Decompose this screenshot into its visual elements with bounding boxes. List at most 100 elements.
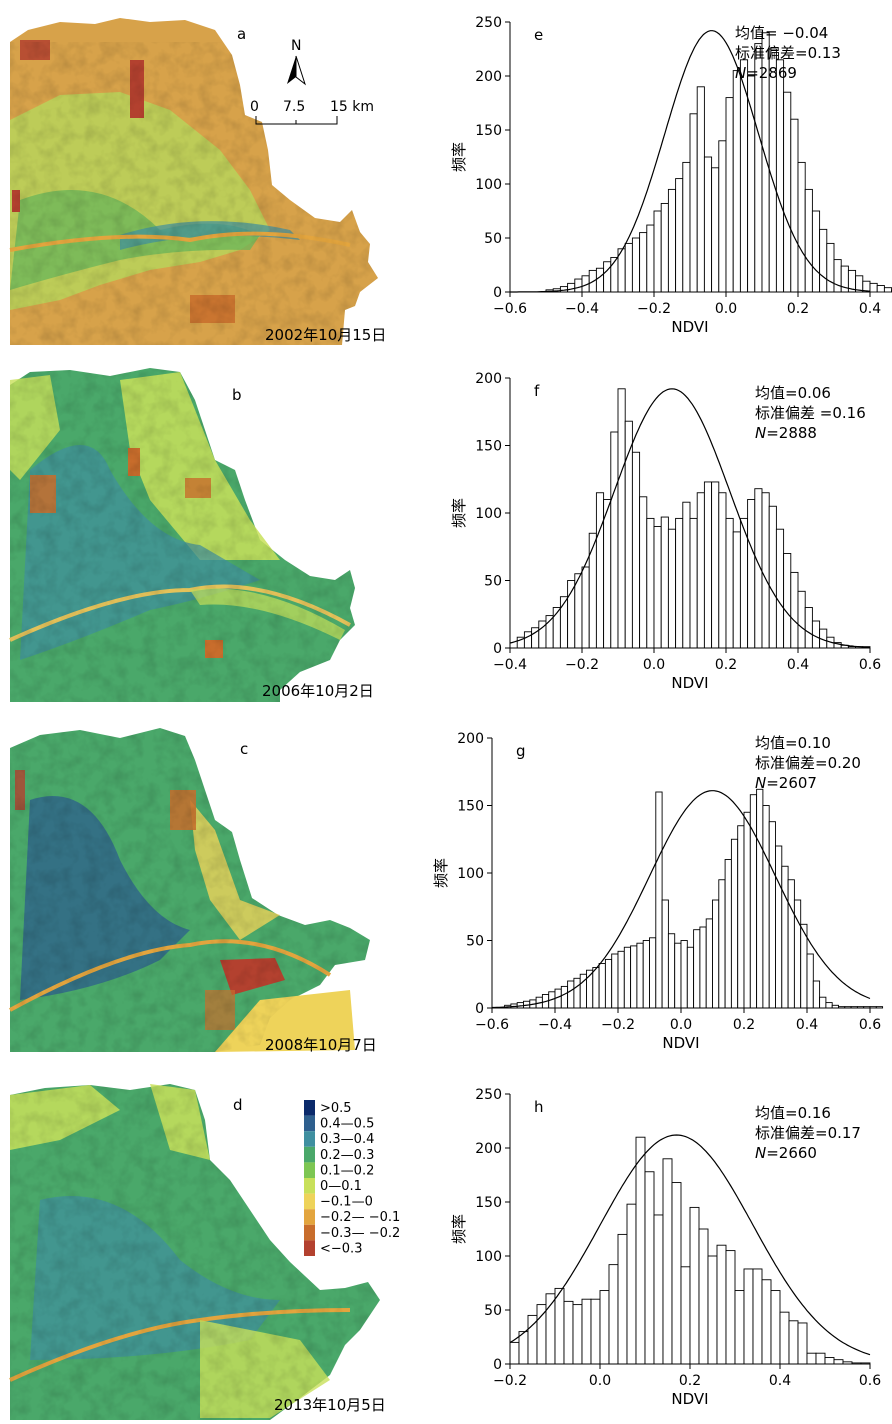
histogram-bar xyxy=(784,554,791,649)
y-tick-label: 0 xyxy=(493,1357,502,1373)
histogram-bar xyxy=(735,1291,744,1364)
histogram-bar xyxy=(510,1342,519,1364)
legend-swatch xyxy=(304,1116,315,1132)
histogram-bar xyxy=(661,517,668,648)
ndvi-map-2008: c 2008年10月7日 xyxy=(10,728,380,1054)
histogram-bar xyxy=(805,189,812,292)
histogram-bar xyxy=(717,1245,726,1364)
histogram-bar xyxy=(654,527,661,649)
histogram-bar xyxy=(699,1229,708,1364)
histogram-bar xyxy=(704,157,711,292)
histogram-bar xyxy=(690,1207,699,1364)
legend-label: 0.2—0.3 xyxy=(320,1148,374,1163)
histogram-bar xyxy=(884,288,891,292)
legend-swatch xyxy=(304,1162,315,1178)
scale-bar-tick: 0 xyxy=(250,99,259,115)
histogram-bar xyxy=(762,493,769,648)
x-tick-label: 0.0 xyxy=(589,1373,611,1389)
legend-swatch xyxy=(304,1194,315,1210)
legend-label: 0.3—0.4 xyxy=(320,1132,374,1147)
histogram-bar xyxy=(675,943,681,1008)
histogram-bar xyxy=(654,211,661,292)
histogram-bar xyxy=(798,1323,807,1364)
histogram-bar xyxy=(877,286,884,292)
histogram-bar xyxy=(573,1305,582,1364)
x-tick-label: 0.0 xyxy=(715,301,737,317)
stat-mean: 均值=0.06 xyxy=(755,384,831,402)
y-tick-label: 100 xyxy=(475,1249,502,1265)
x-tick-label: 0.2 xyxy=(679,1373,701,1389)
x-tick-label: −0.4 xyxy=(538,1017,572,1033)
histogram-bar xyxy=(726,98,733,292)
map-panel-letter: d xyxy=(233,1096,243,1114)
x-tick-label: 0.2 xyxy=(733,1017,755,1033)
histogram-bar xyxy=(798,162,805,292)
histogram-bar xyxy=(591,1299,600,1364)
histogram-bar xyxy=(676,179,683,292)
histogram-bar xyxy=(654,1215,663,1364)
y-tick-label: 200 xyxy=(475,1141,502,1157)
stat-n: N=2869 xyxy=(735,64,797,82)
histogram-bar xyxy=(690,518,697,648)
histogram-bar xyxy=(647,518,654,648)
stat-n-symbol: N xyxy=(755,774,766,792)
x-tick-label: 0.6 xyxy=(859,1373,881,1389)
stat-n: N=2888 xyxy=(755,424,817,442)
histogram-bar xyxy=(725,860,731,1009)
x-axis-label: NDVI xyxy=(671,318,708,336)
legend-label: −0.1—0 xyxy=(320,1195,373,1210)
map-panel-letter: a xyxy=(237,25,246,43)
y-tick-label: 150 xyxy=(457,799,484,815)
stat-n: N=2660 xyxy=(755,1144,817,1162)
x-tick-label: 0.4 xyxy=(796,1017,818,1033)
histogram-bar xyxy=(771,1291,780,1364)
histogram-bar xyxy=(708,1256,717,1364)
histogram-bar xyxy=(719,880,725,1008)
stat-mean: 均值= −0.04 xyxy=(735,24,828,42)
histogram-bar xyxy=(632,238,639,292)
y-tick-label: 200 xyxy=(475,371,502,387)
ndvi-map-2006: b 2006年10月2日 xyxy=(10,368,374,702)
legend-label: 0.4—0.5 xyxy=(320,1117,374,1132)
x-tick-label: 0.6 xyxy=(859,1017,881,1033)
histogram-bar xyxy=(690,114,697,292)
histogram-bar xyxy=(568,283,575,292)
north-arrow-label: N xyxy=(291,38,301,54)
histogram-bar xyxy=(605,959,611,1008)
histogram-bar xyxy=(791,119,798,292)
y-tick-label: 50 xyxy=(484,1303,502,1319)
histogram-bar xyxy=(798,591,805,648)
legend-label: −0.3— −0.2 xyxy=(320,1226,400,1241)
histogram-bar xyxy=(694,930,700,1008)
x-tick-label: −0.2 xyxy=(565,657,599,673)
histogram-bar xyxy=(596,268,603,292)
histogram-bar xyxy=(820,229,827,292)
histogram-bar xyxy=(870,283,877,292)
histogram-bar xyxy=(624,947,630,1008)
y-tick-label: 0 xyxy=(493,641,502,657)
map-panel-letter: b xyxy=(232,386,242,404)
histogram-bar xyxy=(564,1301,573,1364)
histogram-bar xyxy=(524,632,531,648)
legend-swatch xyxy=(304,1225,315,1241)
histogram-bar xyxy=(763,806,769,1009)
histogram-panel-letter: g xyxy=(516,742,526,760)
histogram-bar xyxy=(813,981,819,1008)
histogram-bar xyxy=(807,1353,816,1364)
histogram-bar xyxy=(593,968,599,1009)
histogram-bar xyxy=(769,822,775,1008)
ndvi-map-2002: a 2002年10月15日 xyxy=(10,18,386,345)
histogram-bar xyxy=(662,900,668,1008)
histogram-bar xyxy=(870,1007,876,1008)
y-tick-label: 100 xyxy=(475,177,502,193)
histogram-bar xyxy=(625,243,632,292)
histogram-bar xyxy=(683,162,690,292)
stat-std: 标准偏差 =0.16 xyxy=(755,404,866,422)
stat-std: 标准偏差=0.17 xyxy=(755,1124,861,1142)
x-tick-label: −0.4 xyxy=(493,657,527,673)
x-tick-label: 0.4 xyxy=(787,657,809,673)
histogram-bar xyxy=(672,1183,681,1364)
y-axis-label: 频率 xyxy=(432,858,450,888)
